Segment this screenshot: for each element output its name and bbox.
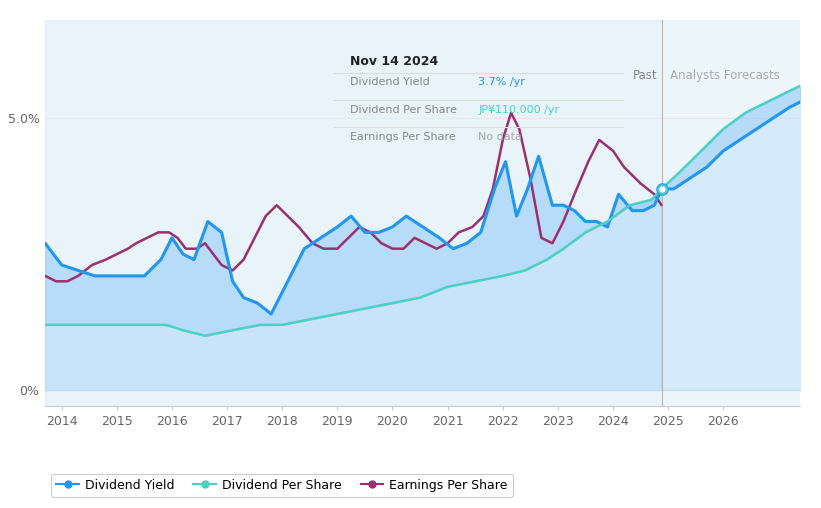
Legend: Dividend Yield, Dividend Per Share, Earnings Per Share: Dividend Yield, Dividend Per Share, Earn… — [52, 473, 513, 497]
Text: 3.7% /yr: 3.7% /yr — [478, 78, 525, 87]
Text: Past: Past — [632, 69, 657, 82]
Text: No data: No data — [478, 133, 522, 142]
Bar — [662, 20, 800, 406]
Text: Nov 14 2024: Nov 14 2024 — [350, 55, 438, 68]
Text: Dividend Per Share: Dividend Per Share — [350, 105, 456, 115]
Text: Earnings Per Share: Earnings Per Share — [350, 133, 456, 142]
Bar — [45, 20, 662, 406]
Text: Dividend Yield: Dividend Yield — [350, 78, 429, 87]
Text: JP¥110.000 /yr: JP¥110.000 /yr — [478, 105, 559, 115]
Text: Analysts Forecasts: Analysts Forecasts — [670, 69, 780, 82]
